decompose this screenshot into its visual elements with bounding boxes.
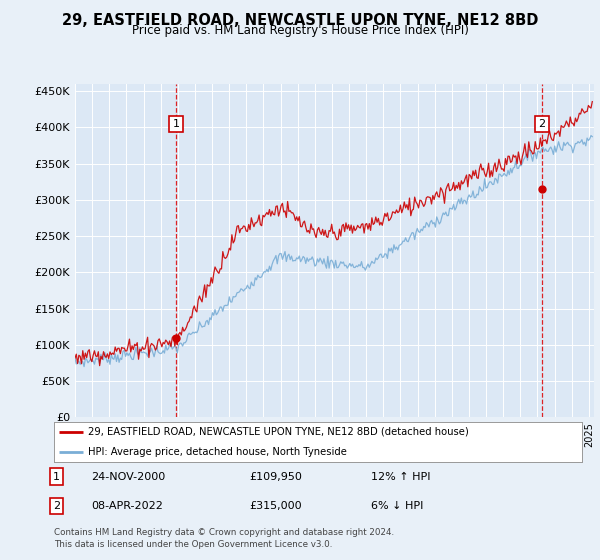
Text: Contains HM Land Registry data © Crown copyright and database right 2024.
This d: Contains HM Land Registry data © Crown c… [54, 528, 394, 549]
Text: 29, EASTFIELD ROAD, NEWCASTLE UPON TYNE, NE12 8BD: 29, EASTFIELD ROAD, NEWCASTLE UPON TYNE,… [62, 13, 538, 27]
Text: HPI: Average price, detached house, North Tyneside: HPI: Average price, detached house, Nort… [88, 447, 347, 457]
Text: 24-NOV-2000: 24-NOV-2000 [91, 472, 165, 482]
Text: 6% ↓ HPI: 6% ↓ HPI [371, 501, 423, 511]
Text: 2: 2 [539, 119, 545, 129]
Text: Price paid vs. HM Land Registry's House Price Index (HPI): Price paid vs. HM Land Registry's House … [131, 24, 469, 38]
Text: 1: 1 [53, 472, 60, 482]
Text: 12% ↑ HPI: 12% ↑ HPI [371, 472, 430, 482]
Text: 2: 2 [53, 501, 60, 511]
Text: 08-APR-2022: 08-APR-2022 [91, 501, 163, 511]
Text: 1: 1 [173, 119, 179, 129]
Text: £109,950: £109,950 [250, 472, 302, 482]
Text: £315,000: £315,000 [250, 501, 302, 511]
Text: 29, EASTFIELD ROAD, NEWCASTLE UPON TYNE, NE12 8BD (detached house): 29, EASTFIELD ROAD, NEWCASTLE UPON TYNE,… [88, 427, 469, 437]
